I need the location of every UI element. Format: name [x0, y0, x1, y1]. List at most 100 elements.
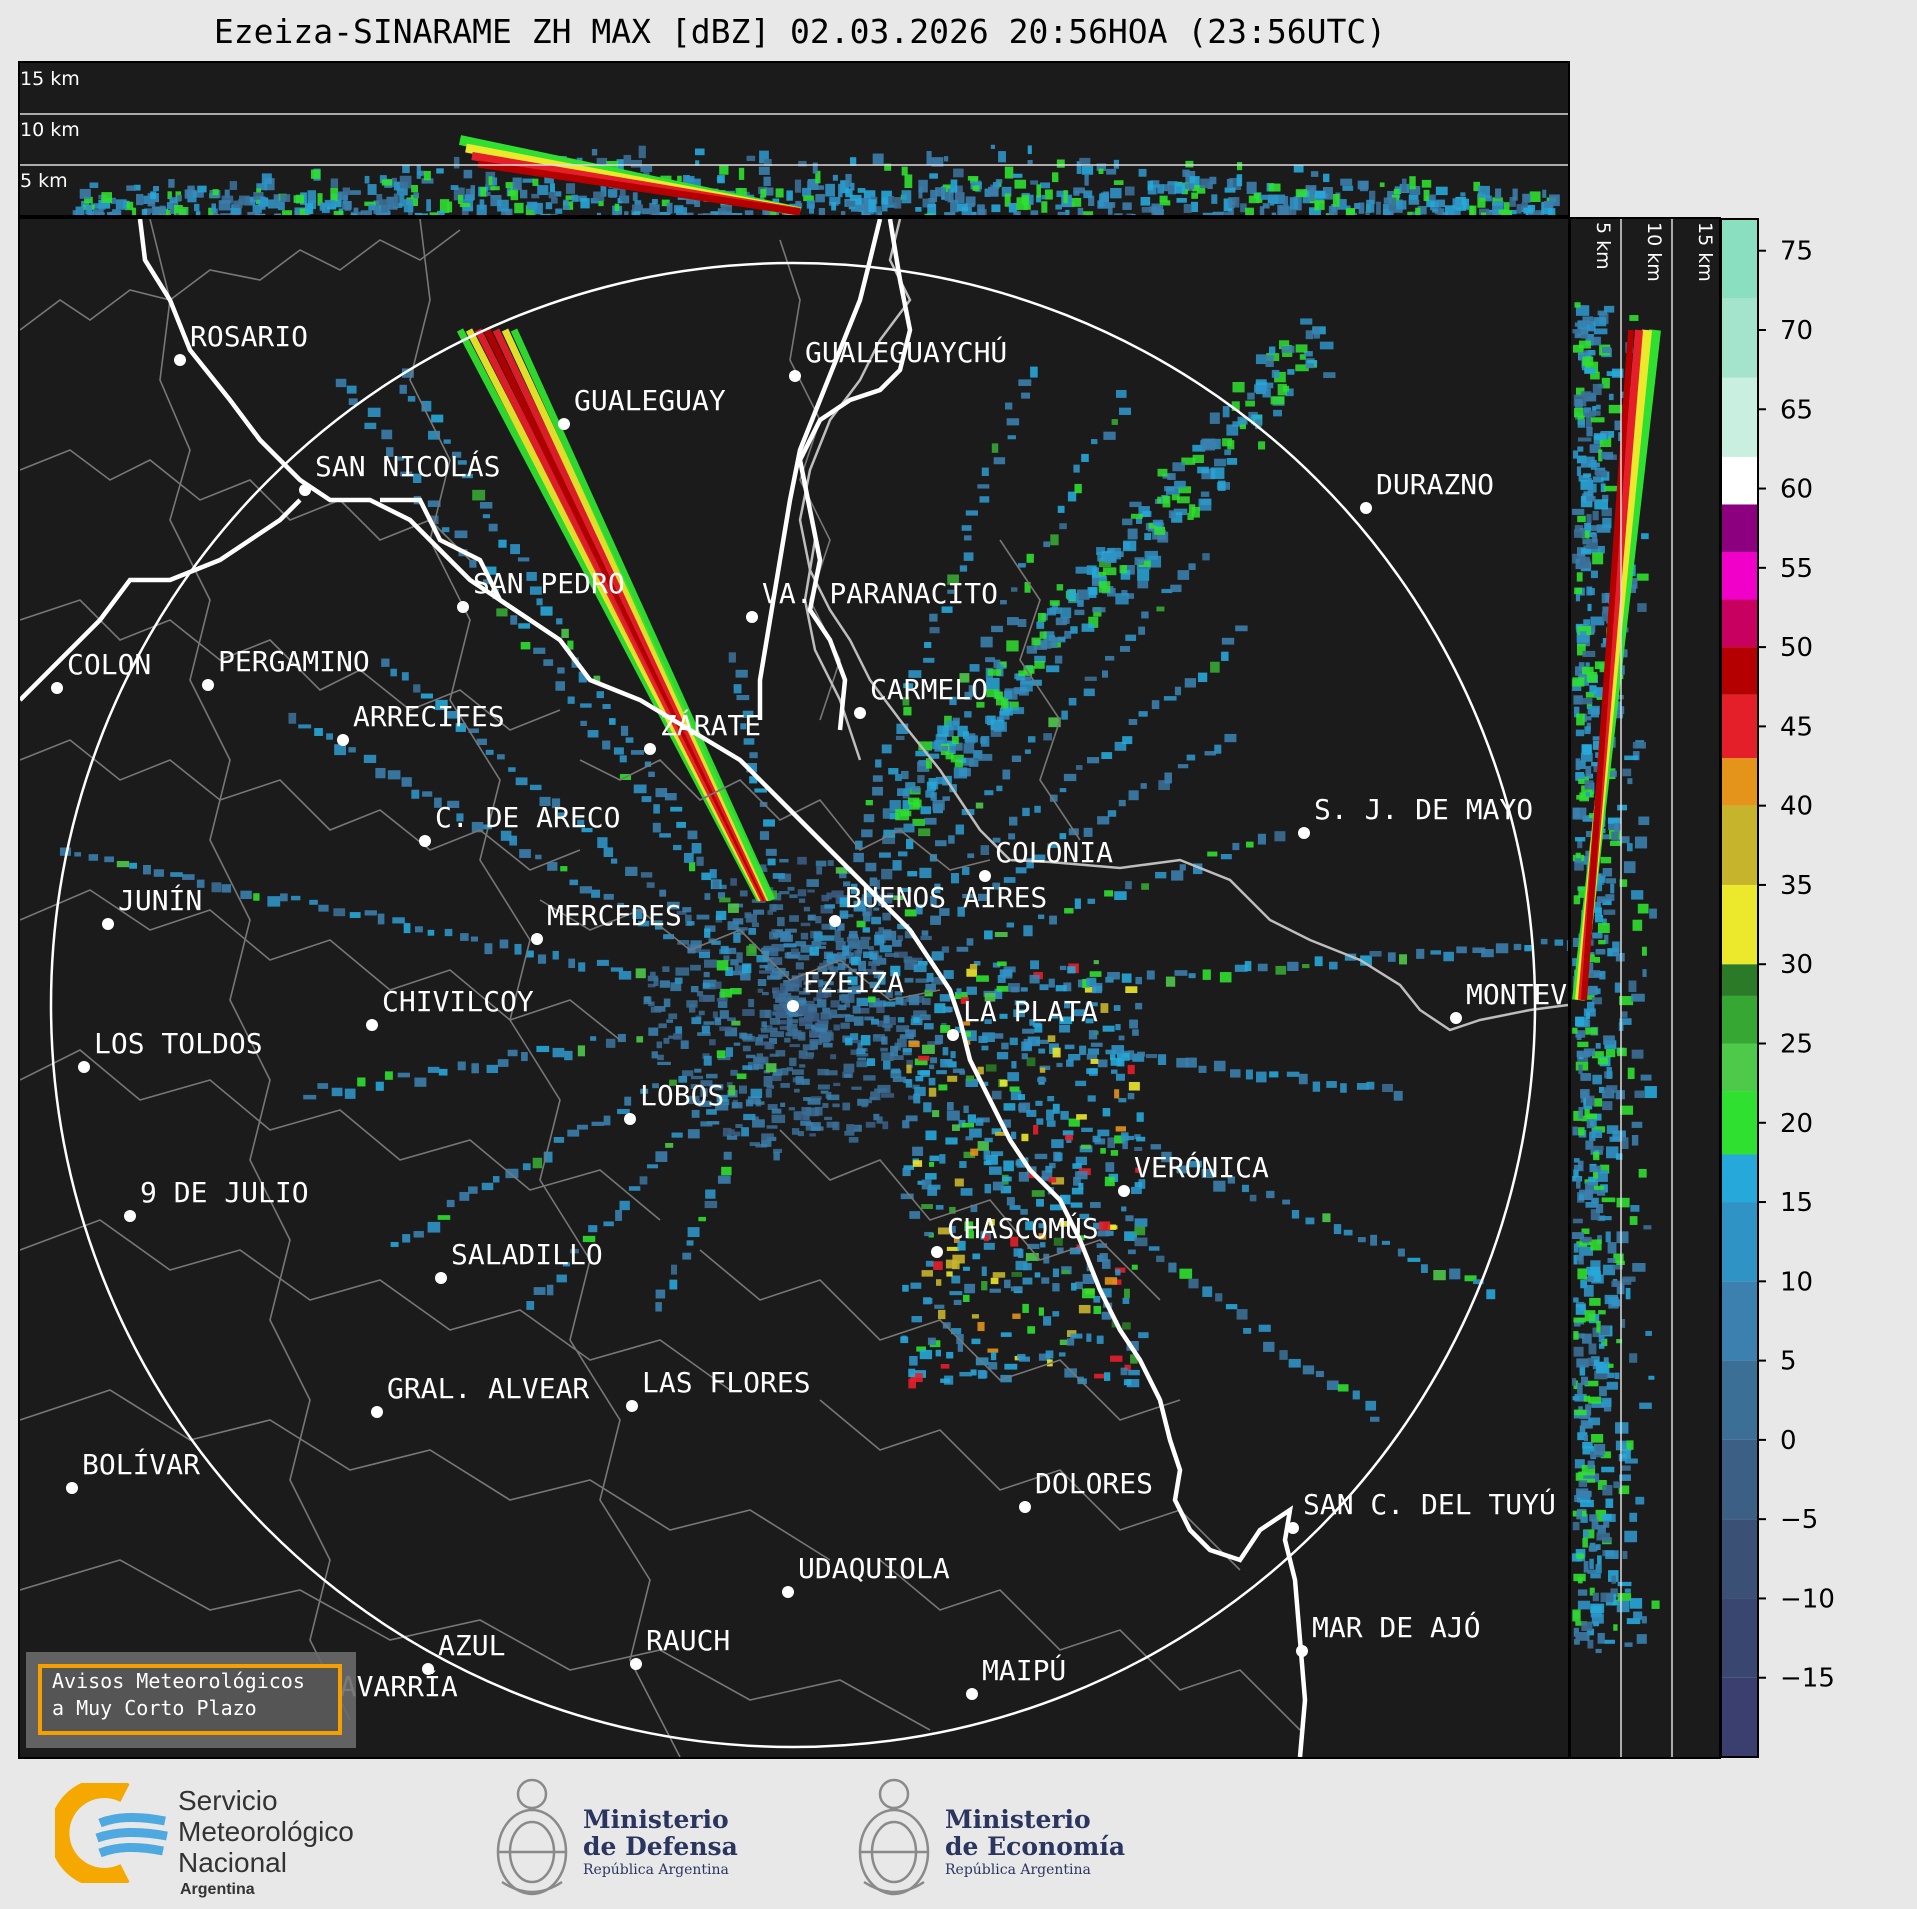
section-echo [1283, 195, 1289, 206]
echo-cell [1061, 710, 1068, 720]
section-echo [1576, 713, 1585, 726]
echo-cell [1105, 1162, 1115, 1172]
section-echo [101, 192, 112, 203]
echo-cell [970, 1204, 978, 1213]
echo-cell [597, 837, 608, 849]
section-band [477, 160, 801, 215]
echo-cell [989, 1166, 1002, 1175]
section-echo [1602, 1537, 1612, 1543]
echo-cell [1105, 1049, 1117, 1055]
echo-cell [469, 559, 477, 568]
city-marker [789, 370, 801, 382]
echo-cell [485, 749, 494, 755]
section-echo [1577, 1127, 1585, 1136]
echo-cell [1060, 607, 1072, 619]
echo-cell [1165, 486, 1180, 495]
echo-cell [946, 720, 959, 731]
section-echo [633, 211, 641, 215]
echo-cell [733, 1042, 741, 1046]
section-echo [1604, 1087, 1613, 1096]
section-echo [600, 185, 607, 197]
section-echo [1591, 997, 1602, 1005]
section-echo [1576, 1254, 1582, 1261]
section-echo [1576, 760, 1586, 769]
echo-cell [807, 914, 816, 921]
echo-cell [1070, 626, 1078, 634]
section-echo [1359, 181, 1368, 192]
section-echo [1586, 722, 1591, 727]
echo-cell [401, 777, 412, 787]
echo-cell [1101, 752, 1113, 759]
echo-cell [438, 1068, 448, 1076]
echo-cell [817, 1068, 829, 1076]
section-echo [1573, 344, 1584, 353]
echo-cell [326, 733, 333, 740]
section-echo [829, 196, 841, 205]
echo-cell [848, 940, 856, 944]
echo-cell [1079, 1145, 1093, 1153]
echo-cell [1071, 1282, 1077, 1291]
defensa-sub: República Argentina [583, 1862, 729, 1878]
echo-cell [682, 1070, 694, 1077]
echo-cell [1038, 1223, 1046, 1229]
section-echo [1599, 1164, 1610, 1174]
echo-cell [888, 768, 899, 775]
echo-cell [1017, 619, 1027, 628]
echo-cell [392, 917, 405, 924]
echo-cell [976, 975, 989, 982]
echo-cell [401, 672, 409, 681]
section-echo [147, 193, 156, 207]
echo-cell [952, 1068, 965, 1073]
echo-cell [908, 670, 922, 678]
echo-cell [1554, 939, 1564, 946]
echo-cell [1045, 1165, 1053, 1173]
section-echo [168, 179, 175, 188]
section-echo [547, 213, 558, 215]
echo-cell [913, 1017, 920, 1023]
section-echo [1630, 1205, 1640, 1212]
echo-cell [1314, 956, 1323, 967]
echo-cell [1021, 1053, 1028, 1060]
section-echo [1573, 1346, 1584, 1357]
section-echo [1577, 839, 1583, 849]
section-echo [1614, 822, 1620, 833]
echo-cell [775, 1050, 786, 1057]
section-echo [763, 187, 774, 196]
section-echo [1584, 1310, 1596, 1322]
section-echo [1346, 208, 1356, 215]
echo-cell [877, 1084, 891, 1094]
echo-cell [826, 892, 832, 900]
echo-cell [902, 1120, 910, 1129]
echo-cell [1176, 1057, 1189, 1068]
echo-cell [746, 763, 757, 773]
echo-cell [1245, 400, 1255, 407]
echo-cell [1209, 412, 1220, 424]
echo-cell [579, 886, 593, 894]
echo-cell [982, 1032, 995, 1042]
echo-cell [666, 1019, 674, 1023]
section-echo [1140, 196, 1151, 206]
echo-cell [413, 1231, 424, 1238]
defensa-line-2: de Defensa [583, 1832, 738, 1861]
echo-cell [1010, 701, 1019, 711]
section-echo [75, 206, 85, 215]
section-echo [1572, 677, 1585, 687]
echo-cell [1131, 1264, 1138, 1270]
echo-cell [656, 1041, 663, 1049]
echo-cell [1127, 528, 1138, 540]
section-echo [1574, 587, 1582, 595]
echo-cell [740, 723, 747, 730]
echo-cell [543, 1151, 553, 1163]
echo-cell [934, 1034, 944, 1044]
echo-cell [1286, 1071, 1300, 1077]
section-echo [1603, 909, 1616, 915]
section-echo [802, 187, 812, 197]
echo-cell [964, 1221, 974, 1232]
echo-cell [1012, 707, 1025, 715]
echo-cell [950, 1051, 956, 1059]
echo-cell [698, 1010, 705, 1016]
echo-cell [1179, 864, 1186, 871]
echo-cell [929, 613, 938, 622]
echo-cell [514, 943, 522, 955]
echo-cell [924, 1231, 933, 1237]
